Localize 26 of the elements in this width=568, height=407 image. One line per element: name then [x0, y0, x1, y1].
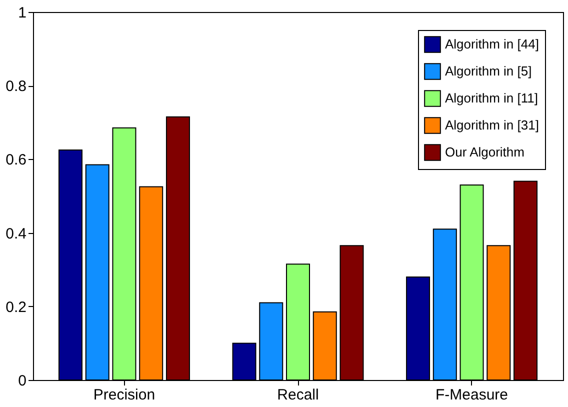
x-tick-label: Recall [277, 386, 319, 404]
bar [232, 342, 256, 380]
x-tick-label: F-Measure [436, 386, 508, 404]
bar [432, 228, 457, 380]
bar [85, 164, 110, 380]
y-tick-label: 0 [18, 372, 26, 390]
y-tick-label: 0.6 [6, 152, 26, 169]
y-tick-label: 1 [18, 4, 26, 22]
legend-label: Algorithm in [5] [445, 64, 532, 78]
bar [486, 245, 511, 380]
x-tick-label: Precision [93, 386, 156, 404]
bar [406, 276, 430, 380]
legend-label: Algorithm in [11] [445, 90, 538, 106]
y-tick-label: 0.4 [6, 225, 26, 242]
bar [259, 302, 284, 380]
y-tick-label: 0.8 [6, 78, 26, 96]
bar [58, 150, 82, 380]
bar [514, 180, 538, 380]
bar [166, 116, 190, 380]
bar [340, 245, 364, 380]
y-tick-label: 0.2 [6, 298, 26, 316]
legend-label: Algorithm in [31] [445, 118, 539, 132]
bar [312, 311, 337, 380]
legend-label: Algorithm in [44] [445, 36, 539, 52]
legend-label: Our Algorithm [445, 144, 524, 160]
bar [139, 186, 164, 380]
